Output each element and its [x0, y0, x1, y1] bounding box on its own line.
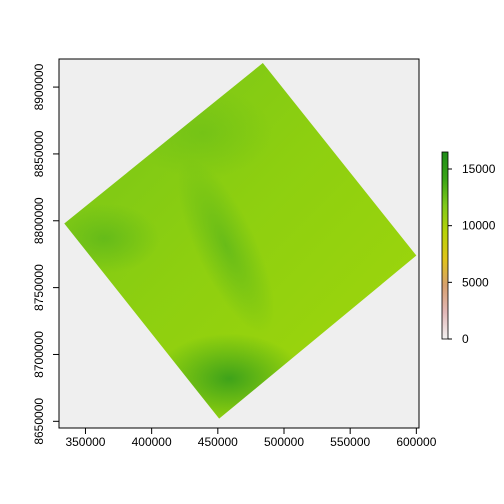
legend-tick-label: 15000 [462, 162, 496, 176]
x-tick-label: 450000 [198, 435, 238, 449]
y-tick-label: 8850000 [32, 130, 46, 177]
raster-dark-ridge [177, 158, 275, 333]
y-tick-label: 8700000 [32, 331, 46, 378]
legend-tick-label: 0 [462, 332, 469, 346]
x-tick-label: 550000 [330, 435, 370, 449]
legend: 0 5000 10000 15000 [441, 151, 496, 346]
x-axis: 350000 400000 450000 500000 550000 600000 [65, 427, 437, 449]
y-tick-label: 8650000 [32, 398, 46, 445]
legend-colorbar [441, 151, 449, 340]
y-tick-label: 8750000 [32, 264, 46, 311]
legend-tick-label: 5000 [462, 275, 489, 289]
x-tick-label: 600000 [396, 435, 436, 449]
y-tick-label: 8800000 [32, 197, 46, 244]
legend-tick-label: 10000 [462, 219, 496, 233]
y-tick-label: 8900000 [32, 63, 46, 110]
x-tick-label: 400000 [132, 435, 172, 449]
x-tick-label: 350000 [65, 435, 105, 449]
y-axis: 8650000 8700000 8750000 8800000 8850000 89000… [32, 63, 60, 445]
x-tick-label: 500000 [264, 435, 304, 449]
